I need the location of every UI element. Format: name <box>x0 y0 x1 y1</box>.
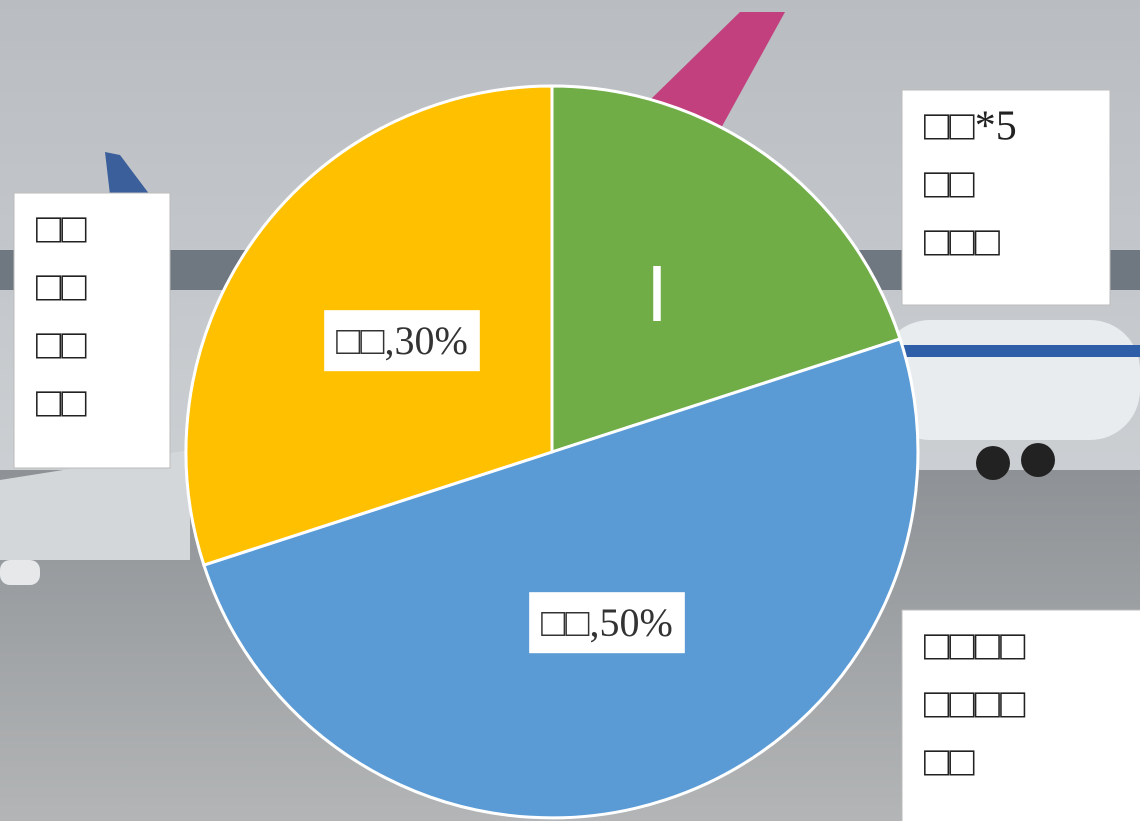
data-label: □□,50% <box>541 600 673 645</box>
annotation-text: □□ <box>36 381 87 427</box>
annotation-text: □□ <box>924 740 975 786</box>
chart: I□□,50%□□,30% □□□□□□□□□□*5□□□□□□□□□□□□□□… <box>0 0 1140 821</box>
data-label: □□,30% <box>336 318 468 363</box>
annotation-text: □□ <box>36 323 87 369</box>
annotation-text: □□ <box>36 207 87 253</box>
annotation-text: □□*5 <box>924 104 1017 150</box>
annotation-text: □□□□ <box>924 624 1026 670</box>
annotation-text: □□□ <box>924 220 1001 266</box>
annotation-text: □□ <box>36 265 87 311</box>
annotation-text: □□ <box>924 162 975 208</box>
pie <box>186 86 918 818</box>
data-label: I <box>646 249 668 338</box>
page: I□□,50%□□,30% □□□□□□□□□□*5□□□□□□□□□□□□□□… <box>0 0 1140 821</box>
annotation-text: □□□□ <box>924 682 1026 728</box>
